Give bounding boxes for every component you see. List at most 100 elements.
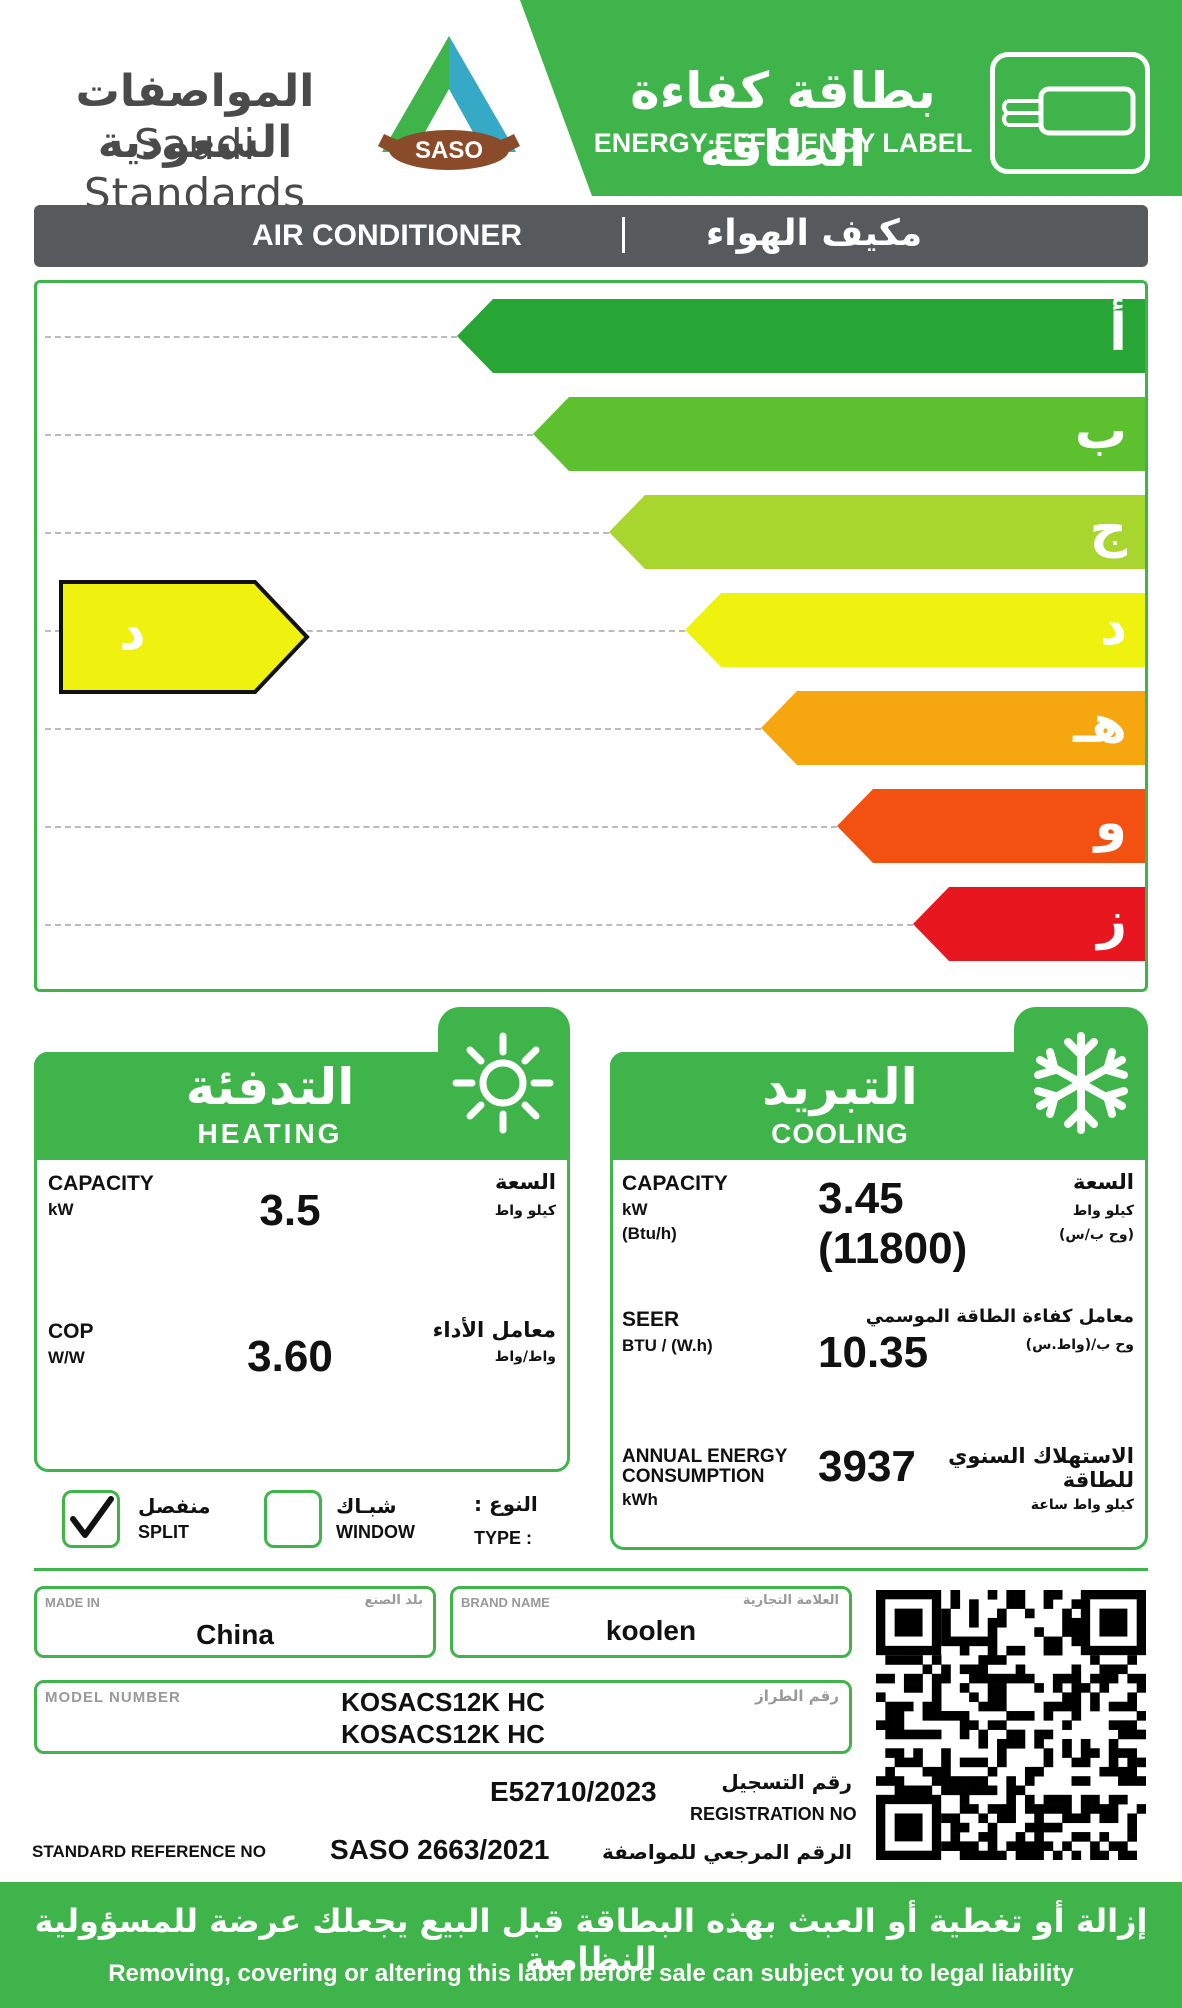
- heating-title-en: HEATING: [197, 1118, 343, 1149]
- cooling-title-ar: التبريد: [762, 1058, 918, 1116]
- cooling-capacity-value-btu: (11800): [818, 1224, 968, 1273]
- heating-cop-unit: W/W: [48, 1348, 85, 1367]
- cooling-annual-label-ar-2: للطاقة: [1062, 1468, 1134, 1492]
- model-label: MODEL NUMBER: [45, 1689, 181, 1706]
- window-label: WINDOW: [336, 1522, 415, 1542]
- cooling-seer-unit: BTU / (W.h): [622, 1336, 713, 1355]
- efficiency-scale: أ ب ج د هـ و ز د: [34, 280, 1148, 992]
- brand-label: BRAND NAME: [461, 1595, 550, 1610]
- efficiency-band-label: هـ: [1073, 695, 1127, 755]
- rating-indicator: د: [59, 580, 311, 694]
- split-checkbox: [62, 1490, 120, 1548]
- saso-logo: SASO: [378, 36, 520, 170]
- rating-label: د: [119, 602, 146, 662]
- footer: إزالة أو تغطية أو العبث بهذه البطاقة قبل…: [0, 1882, 1182, 2008]
- registration-label-ar: رقم التسجيل: [721, 1770, 852, 1794]
- scale-guide-line: [45, 434, 533, 436]
- cooling-capacity-unit-ar: كيلو واط: [1072, 1203, 1134, 1219]
- cooling-seer-value: 10.35: [818, 1328, 929, 1377]
- sun-icon: [452, 1032, 554, 1134]
- divider: [34, 1568, 1148, 1571]
- efficiency-band-label: و: [1094, 793, 1127, 853]
- heating-cop-unit-ar: واط/واط: [494, 1349, 556, 1365]
- checkmark-icon: [70, 1496, 114, 1538]
- cooling-capacity-label-ar: السعة: [1072, 1170, 1134, 1194]
- heating-cop-label-ar: معامل الأداء: [432, 1318, 556, 1342]
- efficiency-band: أ: [457, 299, 1145, 373]
- cooling-seer-unit-ar: وح ب/(واط.س): [1025, 1337, 1134, 1353]
- cooling-annual-label-1: ANNUAL ENERGY: [622, 1446, 788, 1467]
- footer-warning-ar: إزالة أو تغطية أو العبث بهذه البطاقة قبل…: [34, 1902, 1148, 1978]
- heating-cop-label: COP: [48, 1320, 94, 1343]
- product-title-en: AIR CONDITIONER: [252, 219, 522, 252]
- cooling-title-en: COOLING: [771, 1118, 909, 1149]
- scale-guide-line: [45, 924, 913, 926]
- scale-guide-line: [45, 728, 761, 730]
- label-title-ar: بطاقة كفاءة الطاقة: [630, 62, 936, 178]
- type-label-ar: النوع :: [474, 1492, 538, 1516]
- org-name-ar: المواصفات السعودية: [75, 66, 315, 168]
- efficiency-band: ز: [913, 887, 1145, 961]
- efficiency-band-label: أ: [1109, 303, 1127, 363]
- made-in-label-ar: بلد الصنع: [364, 1593, 423, 1608]
- heating-cop-value: 3.60: [247, 1332, 333, 1381]
- heating-capacity-unit: kW: [48, 1200, 74, 1219]
- cooling-annual-unit: kWh: [622, 1490, 658, 1509]
- registration-value: E52710/2023: [490, 1776, 657, 1807]
- type-label: TYPE :: [474, 1528, 533, 1548]
- model-value-2: KOSACS12K HC: [341, 1719, 545, 1749]
- title-separator: [622, 217, 625, 253]
- standard-value: SASO 2663/2021: [330, 1834, 550, 1865]
- scale-guide-line: [45, 532, 609, 534]
- registration-label: REGISTRATION NO: [690, 1804, 857, 1824]
- rating-arrow: [59, 580, 310, 694]
- cooling-annual-label-2: CONSUMPTION: [622, 1466, 765, 1487]
- header: المواصفات السعودية Saudi Standards SASO …: [0, 0, 1182, 218]
- made-in-value: China: [196, 1619, 274, 1650]
- heating-capacity-unit-ar: كيلو واط: [494, 1203, 556, 1219]
- cooling-annual-label-ar-1: الاستهلاك السنوي: [948, 1444, 1134, 1468]
- cooling-capacity-unit2-ar: (وح ب/س): [1059, 1227, 1134, 1243]
- cooling-seer-label-ar: معامل كفاءة الطاقة الموسمي: [865, 1306, 1134, 1327]
- cooling-capacity-value: 3.45: [818, 1174, 904, 1223]
- efficiency-band-label: ز: [1097, 891, 1127, 951]
- model-label-ar: رقم الطراز: [755, 1687, 839, 1705]
- snowflake-icon: [1034, 1032, 1128, 1134]
- cooling-annual-unit-ar: كيلو واط ساعة: [1030, 1497, 1134, 1513]
- heating-title-ar: التدفئة: [185, 1058, 355, 1116]
- saso-logo-text: SASO: [415, 137, 483, 164]
- model-value-1: KOSACS12K HC: [341, 1687, 545, 1717]
- efficiency-band: ج: [609, 495, 1145, 569]
- efficiency-band: ب: [533, 397, 1145, 471]
- efficiency-band-label: ب: [1074, 401, 1127, 461]
- cooling-capacity-unit: kW: [622, 1200, 648, 1219]
- cooling-capacity-label: CAPACITY: [622, 1172, 728, 1195]
- cooling-seer-label: SEER: [622, 1308, 680, 1331]
- scale-guide-line: [45, 630, 685, 632]
- qr-code: [876, 1590, 1147, 1861]
- efficiency-band: و: [837, 789, 1145, 863]
- efficiency-band-label: د: [1100, 597, 1127, 657]
- efficiency-band: هـ: [761, 691, 1145, 765]
- made-in-box: MADE IN بلد الصنع China: [34, 1586, 436, 1658]
- split-label-ar: منفصل: [138, 1494, 211, 1518]
- product-title-ar: مكيف الهواء: [705, 213, 923, 254]
- brand-box: BRAND NAME العلامة التجارية koolen: [450, 1586, 852, 1658]
- product-title-bar: AIR CONDITIONER مكيف الهواء: [34, 205, 1148, 267]
- org-name-en: Saudi Standards: [84, 120, 306, 218]
- heating-capacity-value: 3.5: [259, 1186, 321, 1235]
- brand-label-ar: العلامة التجارية: [742, 1593, 839, 1608]
- efficiency-band: د: [685, 593, 1145, 667]
- split-label: SPLIT: [138, 1522, 190, 1542]
- made-in-label: MADE IN: [45, 1595, 100, 1610]
- standard-label-ar: الرقم المرجعي للمواصفة: [602, 1840, 852, 1864]
- standard-label: STANDARD REFERENCE NO: [32, 1842, 266, 1861]
- window-label-ar: شبـاك: [336, 1494, 397, 1518]
- cooling-annual-value: 3937: [818, 1442, 916, 1491]
- header-green-panel: [520, 0, 1182, 196]
- brand-value: koolen: [605, 1615, 697, 1646]
- label-title-en: ENERGY EFFICIENCY LABEL: [593, 128, 973, 158]
- efficiency-band-label: ج: [1089, 499, 1127, 559]
- air-conditioner-icon: [990, 52, 1150, 174]
- heating-capacity-label: CAPACITY: [48, 1172, 154, 1195]
